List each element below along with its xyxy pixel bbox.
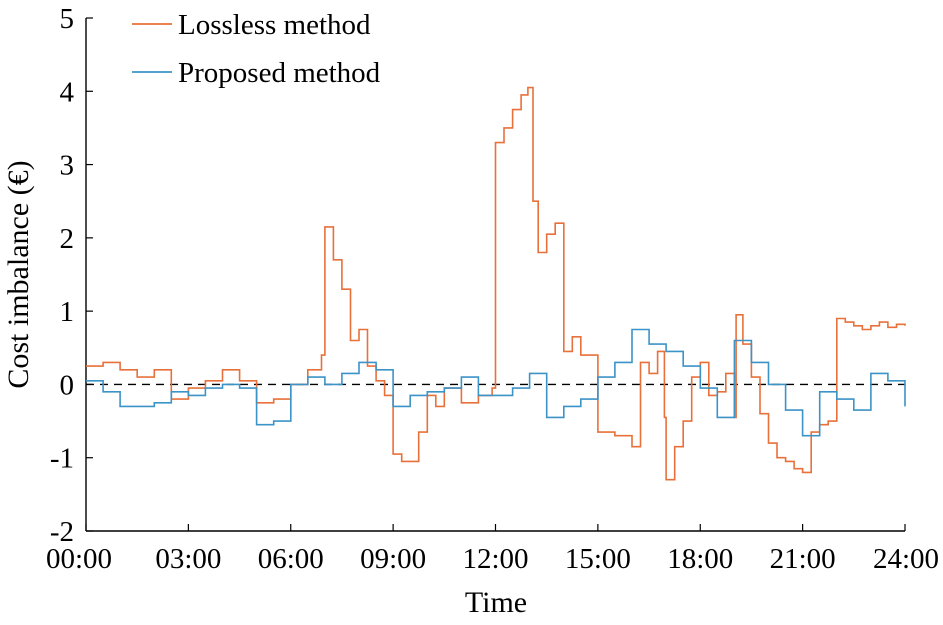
x-tick-label: 24:00	[873, 543, 939, 575]
series-line-lossless	[86, 86, 906, 481]
x-tick-label: 18:00	[667, 543, 733, 575]
y-tick-label: -2	[50, 516, 74, 548]
y-tick-label: -1	[50, 443, 74, 475]
legend: Lossless method Proposed method	[132, 9, 381, 89]
legend-label-lossless: Lossless method	[178, 9, 371, 41]
y-axis-title: Cost imbalance (€)	[2, 160, 35, 388]
legend-label-proposed: Proposed method	[178, 57, 381, 89]
series-lines	[86, 86, 906, 481]
axes: -2 -1 0 1 2 3 4 5 00:00 03:00 06:00 09:00 12:00 15:00…	[46, 3, 939, 575]
x-tick-label: 21:00	[770, 543, 836, 575]
y-tick-label: 3	[60, 150, 75, 182]
x-tick-label: 00:00	[46, 543, 112, 575]
y-tick-label: 5	[60, 3, 75, 35]
x-tick-label: 03:00	[155, 543, 221, 575]
y-tick-label: 0	[60, 369, 75, 401]
x-tick-label: 15:00	[565, 543, 631, 575]
x-tick-label: 06:00	[258, 543, 324, 575]
y-tick-label: 2	[60, 223, 75, 255]
y-tick-label: 1	[60, 296, 75, 328]
x-tick-label: 12:00	[462, 543, 528, 575]
x-tick-label: 09:00	[360, 543, 426, 575]
series-line-proposed	[86, 328, 906, 437]
x-axis-title: Time	[465, 586, 527, 619]
y-tick-label: 4	[60, 76, 75, 108]
